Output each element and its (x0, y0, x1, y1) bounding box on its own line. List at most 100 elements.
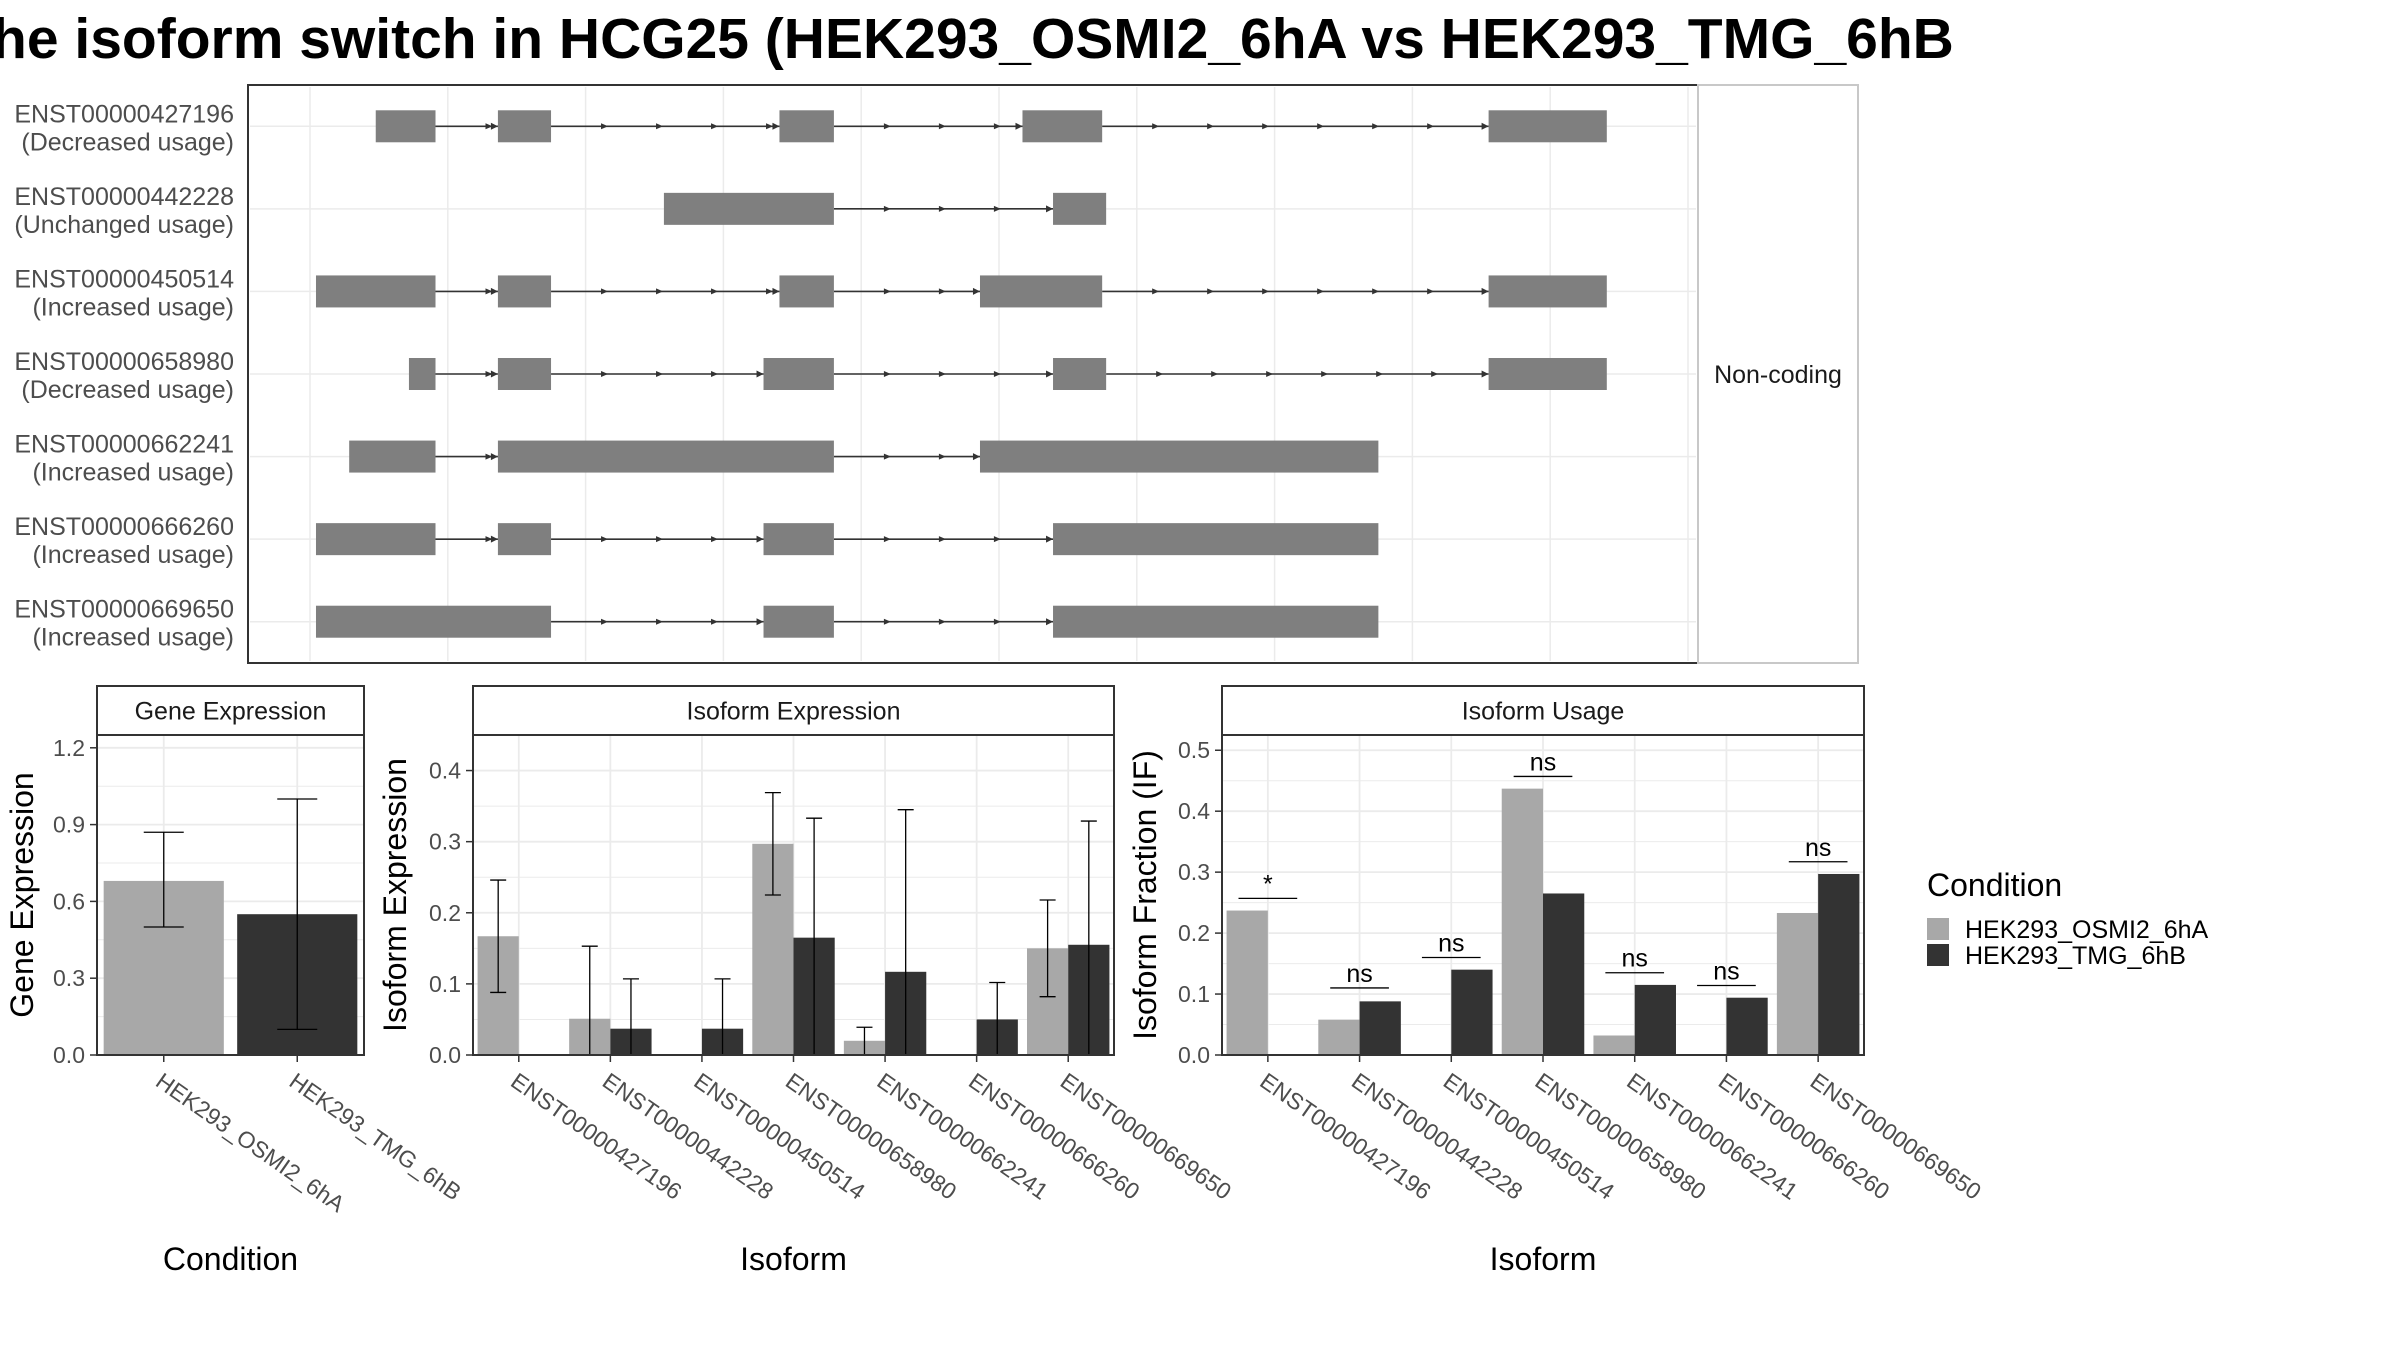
y-tick-label: 0.3 (53, 965, 85, 991)
intron-arrow-icon (485, 288, 493, 295)
intron-arrow-icon (1481, 370, 1489, 378)
intron-arrow-icon (1152, 123, 1160, 130)
intron-arrow-icon (1046, 370, 1054, 378)
intron-arrow-icon (1431, 371, 1439, 377)
intron-arrow-icon (883, 453, 891, 460)
intron-arrow-icon (1207, 288, 1215, 295)
significance-label: ns (1530, 748, 1556, 776)
y-axis-title: Isoform Fraction (IF) (1127, 750, 1163, 1040)
intron-arrow-icon (1321, 371, 1329, 377)
exon-block (1488, 110, 1607, 143)
intron-arrow-icon (972, 453, 980, 461)
legend-title: Condition (1927, 867, 2062, 903)
transcript-usage-label: (Decreased usage) (21, 128, 234, 156)
intron-arrow-icon (1262, 123, 1270, 130)
intron-arrow-icon (601, 123, 609, 130)
transcript-row: ENST00000442228(Unchanged usage) (14, 183, 1696, 239)
bar (1726, 997, 1768, 1055)
intron-arrow-icon (756, 370, 764, 378)
y-tick-label: 0.1 (1178, 981, 1210, 1007)
intron-arrow-icon (883, 288, 891, 295)
intron-arrow-icon (485, 453, 493, 460)
facet-label-noncoding: Non-coding (1714, 361, 1842, 389)
exon-block (1053, 192, 1107, 225)
intron-arrow-icon (993, 618, 1001, 625)
intron-arrow-icon (1376, 371, 1384, 377)
intron-arrow-icon (766, 288, 774, 295)
intron-arrow-icon (490, 287, 498, 295)
y-tick-label: 0.1 (429, 971, 461, 997)
exon-block (779, 275, 834, 308)
x-axis-title: Condition (163, 1241, 298, 1277)
exon-block (1053, 358, 1107, 390)
intron-arrow-icon (601, 618, 609, 625)
intron-arrow-icon (883, 371, 891, 377)
y-tick-label: 0.9 (53, 812, 85, 838)
y-tick-label: 0.0 (429, 1042, 461, 1068)
facet-strip-noncoding: Non-coding (1697, 84, 1859, 664)
exon-block (497, 275, 552, 308)
bar (1318, 1019, 1360, 1055)
y-tick-label: 0.3 (429, 829, 461, 855)
transcript-usage-label: (Increased usage) (32, 459, 234, 487)
legend-swatch-tmg (1927, 944, 1949, 966)
intron-arrow-icon (490, 122, 498, 130)
y-tick-label: 0.3 (1178, 859, 1210, 885)
bar (1226, 910, 1268, 1055)
transcript-row: ENST00000666260(Increased usage) (14, 513, 1696, 569)
y-tick-label: 0.0 (53, 1042, 85, 1068)
transcript-usage-label: (Decreased usage) (21, 376, 234, 404)
intron-arrow-icon (656, 618, 664, 625)
transcript-id-label: ENST00000666260 (14, 513, 234, 541)
y-tick-label: 0.4 (1178, 798, 1210, 824)
intron-arrow-icon (756, 535, 764, 543)
intron-arrow-icon (711, 536, 719, 543)
panel-strip (472, 685, 1115, 736)
exon-block (763, 358, 834, 390)
y-axis-title: Gene Expression (4, 772, 40, 1017)
intron-arrow-icon (972, 287, 980, 295)
exon-block (1053, 605, 1379, 638)
intron-arrow-icon (938, 618, 946, 625)
y-tick-label: 0.5 (1178, 737, 1210, 763)
panel-border (1221, 734, 1865, 1056)
y-tick-label: 1.2 (53, 735, 85, 761)
transcript-id-label: ENST00000662241 (14, 431, 234, 459)
intron-arrow-icon (993, 536, 1001, 543)
intron-arrow-icon (656, 123, 664, 130)
bar (1818, 873, 1860, 1055)
exon-block (779, 110, 834, 143)
exon-block (1488, 358, 1607, 390)
transcript-id-label: ENST00000669650 (14, 596, 234, 624)
transcript-row: ENST00000669650(Increased usage) (14, 596, 1696, 652)
intron-arrow-icon (1317, 288, 1325, 295)
intron-arrow-icon (601, 536, 609, 543)
y-tick-label: 0.0 (1178, 1042, 1210, 1068)
intron-arrow-icon (883, 205, 891, 212)
intron-arrow-icon (656, 371, 664, 377)
exon-block (497, 110, 552, 143)
exon-block (497, 523, 552, 556)
x-axis-title: Isoform (1490, 1241, 1597, 1277)
intron-arrow-icon (490, 535, 498, 543)
exon-block (408, 358, 436, 390)
bar (1451, 969, 1493, 1055)
transcript-usage-label: (Increased usage) (32, 624, 234, 652)
intron-arrow-icon (938, 288, 946, 295)
exon-block (349, 440, 436, 473)
panel-title: Isoform Usage (1462, 698, 1625, 726)
intron-arrow-icon (1046, 205, 1054, 213)
intron-arrow-icon (490, 370, 498, 378)
intron-arrow-icon (1372, 123, 1380, 130)
intron-arrow-icon (1427, 288, 1435, 295)
intron-arrow-icon (883, 123, 891, 130)
transcript-id-label: ENST00000450514 (14, 265, 234, 293)
intron-arrow-icon (772, 287, 780, 295)
condition-legend: Condition HEK293_OSMI2_6hA HEK293_TMG_6h… (1927, 867, 2209, 970)
intron-arrow-icon (490, 453, 498, 461)
intron-arrow-icon (711, 123, 719, 130)
exon-block (375, 110, 436, 143)
transcript-row: ENST00000427196(Decreased usage) (14, 100, 1696, 156)
intron-arrow-icon (938, 453, 946, 460)
transcript-row: ENST00000662241(Increased usage) (14, 431, 1696, 487)
